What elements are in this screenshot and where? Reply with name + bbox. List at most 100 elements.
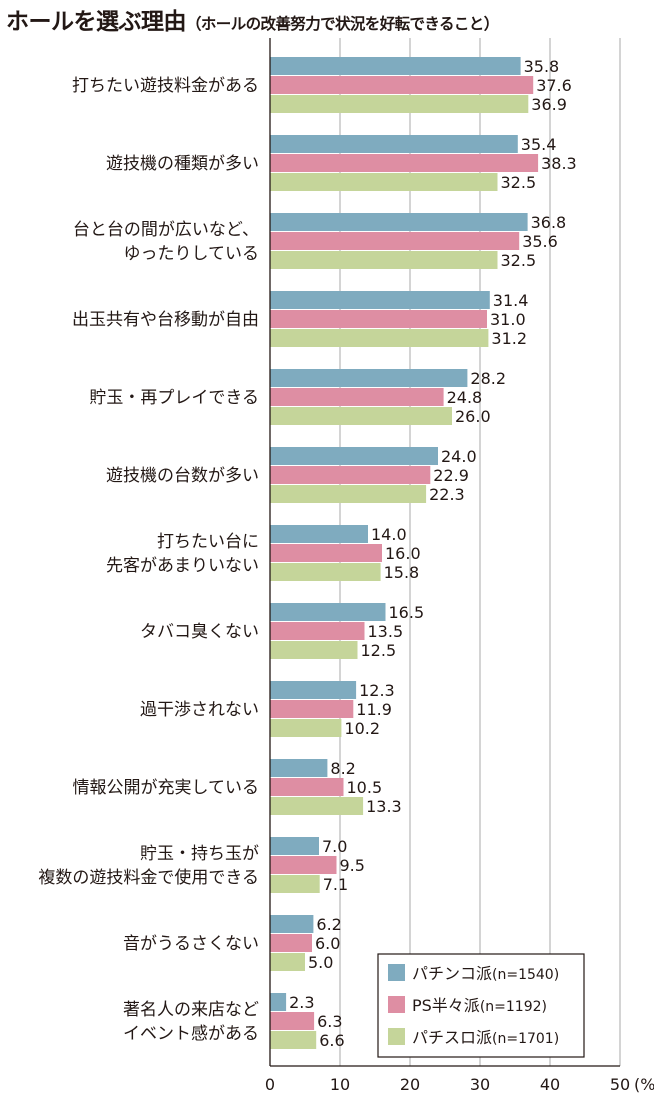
bar-value-label: 16.0 [385, 544, 421, 563]
bar [270, 719, 342, 737]
bar [270, 856, 337, 874]
bar-value-label: 7.1 [323, 875, 348, 894]
x-tick-label: 0 [265, 1075, 275, 1094]
legend-box [377, 953, 585, 1058]
legend-label: パチスロ派(n=1701) [412, 1028, 559, 1047]
legend-label: パチンコ派(n=1540) [412, 964, 559, 983]
bar [270, 563, 381, 581]
legend-series-name: PS半々派 [412, 996, 480, 1015]
bar [270, 797, 364, 815]
bar [270, 310, 487, 328]
category-label: 遊技機の種類が多い [106, 154, 259, 174]
category-label: 著名人の来店など [123, 1000, 259, 1020]
bar-value-label: 37.6 [536, 76, 572, 95]
category-label: 打ちたい遊技料金がある [72, 76, 259, 96]
bar [270, 447, 438, 465]
bar-value-label: 6.2 [316, 915, 341, 934]
legend-series-n: (n=1701) [492, 1031, 559, 1047]
category-label: 情報公開が充実している [73, 778, 260, 798]
category-label: 台と台の間が広いなど、 [73, 220, 259, 240]
category-label: ゆったりしている [124, 244, 260, 264]
bar-value-label: 8.2 [330, 759, 355, 778]
bar-value-label: 10.2 [344, 719, 380, 738]
bar [270, 291, 490, 309]
bar [270, 251, 498, 269]
bar-value-label: 13.5 [368, 622, 404, 641]
legend-series-n: (n=1540) [492, 967, 559, 983]
bar [270, 466, 431, 484]
category-label: 貯玉・持ち玉が [140, 844, 259, 864]
bar-value-label: 6.6 [319, 1031, 344, 1050]
x-tick-label: 40 [540, 1075, 560, 1094]
bar [270, 57, 521, 75]
category-label: 先客があまりいない [106, 556, 259, 576]
bar [270, 622, 365, 640]
bar-value-label: 7.0 [322, 837, 347, 856]
bar [270, 837, 319, 855]
bar [270, 1012, 315, 1030]
bar-value-label: 32.5 [501, 173, 537, 192]
bar-value-label: 35.8 [524, 57, 560, 76]
bar [270, 953, 305, 971]
bar-value-label: 31.4 [493, 291, 529, 310]
bar-value-label: 35.4 [521, 135, 557, 154]
bar [270, 681, 357, 699]
bar [270, 934, 312, 952]
bar [270, 875, 320, 893]
bar [270, 407, 452, 425]
bar-value-label: 24.0 [441, 447, 477, 466]
bar-value-label: 24.8 [447, 388, 483, 407]
legend-series-n: (n=1192) [480, 999, 547, 1015]
bar [270, 173, 498, 191]
bar [270, 641, 358, 659]
chart-title: ホールを選ぶ理由（ホールの改善努力で状況を好転できること） [6, 2, 499, 36]
bar [270, 388, 444, 406]
x-tick-label: 50 [610, 1075, 630, 1094]
bar [270, 603, 386, 621]
category-label: 貯玉・再プレイできる [89, 388, 259, 408]
bar [270, 700, 354, 718]
bar-value-label: 6.0 [315, 934, 340, 953]
legend-series-name: パチスロ派 [412, 1028, 492, 1047]
category-label: 打ちたい台に [157, 532, 259, 552]
legend-swatch [388, 1028, 405, 1045]
bar [270, 759, 328, 777]
bar-value-label: 14.0 [371, 525, 407, 544]
bar-value-label: 35.6 [522, 232, 558, 251]
bar [270, 485, 427, 503]
category-label: 複数の遊技料金で使用できる [38, 867, 259, 888]
bar [270, 369, 468, 387]
category-label: 出玉共有や台移動が自由 [72, 310, 259, 330]
bar-value-label: 31.2 [491, 329, 527, 348]
bar [270, 778, 344, 796]
bar [270, 154, 539, 172]
x-tick-label: 30 [470, 1075, 490, 1094]
legend-swatch [388, 964, 405, 981]
bar-value-label: 12.3 [359, 681, 395, 700]
bar-value-label: 2.3 [289, 993, 314, 1012]
bar [270, 915, 314, 933]
bar-value-label: 5.0 [308, 953, 333, 972]
bar-value-label: 10.5 [347, 778, 383, 797]
bar-value-label: 12.5 [361, 641, 397, 660]
bar [270, 993, 287, 1011]
bar-value-label: 16.5 [389, 603, 425, 622]
legend-series-name: パチンコ派 [412, 964, 492, 983]
bar-value-label: 36.8 [531, 213, 567, 232]
bar-value-label: 11.9 [356, 700, 392, 719]
category-label: イベント感がある [123, 1024, 259, 1044]
category-label: 遊技機の台数が多い [106, 466, 259, 486]
bar-value-label: 13.3 [366, 797, 402, 816]
legend-swatch [388, 996, 405, 1013]
bar [270, 544, 382, 562]
bar-value-label: 22.3 [429, 485, 465, 504]
category-label: 過干渉されない [140, 700, 259, 720]
bar-value-label: 6.3 [317, 1012, 342, 1031]
category-label: 音がうるさくない [123, 934, 259, 954]
bar-value-label: 28.2 [470, 369, 506, 388]
category-label: タバコ臭くない [140, 622, 259, 642]
bar [270, 213, 528, 231]
bar-value-label: 26.0 [455, 407, 491, 426]
bar [270, 95, 529, 113]
